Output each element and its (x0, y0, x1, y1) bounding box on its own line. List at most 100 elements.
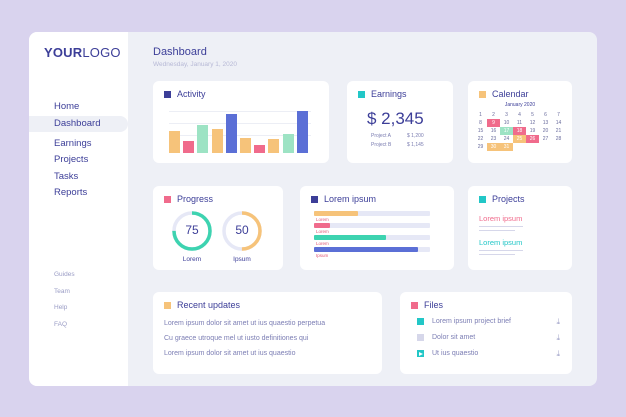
nav-item-dashboard[interactable]: Dashboard (54, 118, 101, 129)
update-item-2[interactable]: Cu graece utroque mel ut iusto definitio… (164, 335, 309, 342)
lorem-bar-label: Ipsum (316, 253, 329, 258)
nav-item-earnings[interactable]: Earnings (54, 138, 92, 149)
update-item-1[interactable]: Lorem ipsum dolor sit amet ut ius quaest… (164, 320, 326, 327)
calendar-day[interactable]: 20 (542, 128, 549, 134)
lorem-bar-track (314, 211, 430, 216)
project-link-1[interactable]: Lorem ipsum (479, 214, 523, 223)
page-date: Wednesday, January 1, 2020 (153, 61, 237, 68)
activity-bar (240, 138, 251, 153)
lorem-bar-track (314, 223, 430, 228)
lorem-bar-label: Lorem (316, 241, 329, 246)
calendar-day[interactable]: 5 (531, 112, 534, 118)
activity-bar (197, 125, 209, 153)
calendar-day[interactable]: 10 (503, 120, 510, 126)
nav-item-projects[interactable]: Projects (54, 154, 89, 165)
file-icon (417, 334, 424, 341)
calendar-day[interactable]: 4 (518, 112, 521, 118)
activity-bar (169, 131, 180, 153)
nav-active-highlight (29, 116, 128, 132)
calendar-day[interactable]: 28 (555, 136, 562, 142)
earnings-title: Earnings (371, 89, 407, 99)
calendar-day[interactable]: 13 (542, 120, 549, 126)
activity-bar (211, 129, 223, 153)
lorem-bar-track (314, 247, 430, 252)
calendar-day[interactable]: 8 (479, 120, 482, 126)
progress-ring-lorem (172, 211, 212, 251)
file-name-1: Lorem ipsum project brief (432, 318, 511, 325)
video-icon (417, 350, 424, 357)
lorem-bar-fill (314, 223, 330, 228)
calendar-month: January 2020 (504, 102, 536, 108)
earnings-square-icon (358, 90, 365, 98)
lorem-bar-label: Lorem (316, 217, 329, 222)
download-icon[interactable]: ⤓ (556, 317, 560, 326)
calendar-day[interactable]: 23 (490, 136, 497, 142)
lorem-square-icon (311, 195, 318, 203)
calendar-day[interactable]: 24 (503, 136, 510, 142)
nav-item-team[interactable]: Team (54, 288, 70, 295)
calendar-grid: 1 2 3 4 5 6 7 8 9 10 11 12 13 14 15 16 17 18 19 20 21 22 23 24 2… (474, 111, 566, 151)
calendar-day[interactable]: 3 (505, 112, 508, 118)
calendar-day[interactable]: 22 (477, 136, 484, 142)
progress-label-lorem: Lorem (182, 256, 202, 263)
calendar-day[interactable]: 27 (542, 136, 549, 142)
calendar-day[interactable]: 9 (487, 119, 500, 127)
calendar-day[interactable]: 6 (544, 112, 547, 118)
activity-bar (296, 111, 308, 153)
nav-item-home[interactable]: Home (54, 101, 80, 112)
calendar-day[interactable]: 14 (555, 120, 562, 126)
calendar-day[interactable]: 29 (477, 144, 484, 150)
lorem-ipsum-card: Lorem ipsum Lorem Lorem Lorem Ipsum (300, 186, 454, 270)
calendar-day[interactable]: 17 (500, 127, 513, 135)
calendar-day[interactable]: 30 (487, 143, 500, 151)
calendar-day[interactable]: 19 (529, 128, 536, 134)
lorem-bar-label: Lorem (316, 229, 329, 234)
calendar-day[interactable]: 15 (477, 128, 484, 134)
nav-item-guides[interactable]: Guides (54, 271, 75, 278)
earnings-row-b-value: $ 1,145 (407, 142, 424, 148)
calendar-day (552, 143, 565, 151)
activity-title: Activity (177, 89, 206, 99)
calendar-day[interactable]: 7 (557, 112, 560, 118)
activity-card: Activity (153, 81, 329, 163)
download-icon[interactable]: ⤓ (556, 333, 560, 342)
calendar-day[interactable]: 25 (513, 135, 526, 143)
calendar-day[interactable]: 11 (516, 120, 523, 126)
nav-item-help[interactable]: Help (54, 304, 68, 311)
sidebar: YOURLOGO Home Dashboard Earnings Project… (29, 32, 128, 386)
lorem-title: Lorem ipsum (324, 194, 377, 204)
projects-title: Projects (492, 194, 525, 204)
calendar-day[interactable]: 2 (492, 112, 495, 118)
files-card: Files Lorem ipsum project brief ⤓ Dolor … (400, 292, 572, 374)
activity-square-icon (164, 90, 171, 98)
activity-bar (225, 114, 237, 153)
calendar-day[interactable]: 18 (513, 127, 526, 135)
calendar-day[interactable]: 26 (526, 135, 539, 143)
file-row-3[interactable]: Ut ius quaestio (417, 350, 478, 357)
file-row-2[interactable]: Dolor sit amet (417, 334, 475, 341)
calendar-day[interactable]: 16 (490, 128, 497, 134)
update-item-3[interactable]: Lorem ipsum dolor sit amet ut ius quaest… (164, 350, 296, 357)
calendar-day[interactable]: 31 (500, 143, 513, 151)
project-link-2[interactable]: Lorem ipsum (479, 238, 523, 247)
calendar-day[interactable]: 1 (479, 112, 482, 118)
app-window: YOURLOGO Home Dashboard Earnings Project… (29, 32, 597, 386)
calendar-day[interactable]: 12 (529, 120, 536, 126)
nav-item-reports[interactable]: Reports (54, 187, 88, 198)
nav-item-faq[interactable]: FAQ (54, 321, 68, 328)
earnings-row-a-value: $ 1,200 (407, 133, 424, 139)
file-row-1[interactable]: Lorem ipsum project brief (417, 318, 511, 325)
activity-bar (268, 139, 280, 153)
calendar-day[interactable]: 21 (555, 128, 562, 134)
activity-chart (169, 103, 311, 153)
progress-value-ipsum: 50 (235, 223, 249, 237)
earnings-total: $ 2,345 (367, 109, 424, 128)
progress-ring-ipsum (222, 211, 262, 251)
nav-item-tasks[interactable]: Tasks (54, 171, 79, 182)
file-name-2: Dolor sit amet (432, 334, 476, 341)
download-icon[interactable]: ⤓ (556, 349, 560, 358)
progress-square-icon (164, 195, 171, 203)
lorem-bar-fill (314, 211, 358, 216)
projects-card: Projects Lorem ipsum Lorem ipsum (468, 186, 572, 270)
projects-square-icon (479, 195, 486, 203)
